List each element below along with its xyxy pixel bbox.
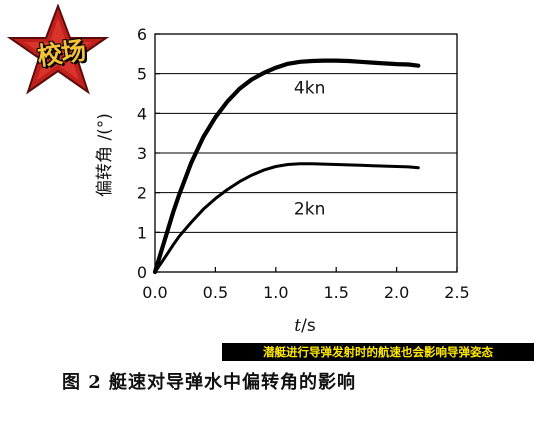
x-tick-label-4: 2.0 [384,283,409,302]
y-tick-label-0: 0 [137,263,147,282]
x-axis-label: t/s [294,316,316,336]
x-tick-label-2: 1.0 [263,283,288,302]
series-lines [152,58,421,275]
series-label-2kn: 2kn [294,199,325,219]
x-axis-label-variable: t [294,316,301,336]
y-tick-label-6: 6 [137,25,147,44]
figure-caption: 图 2 艇速对导弹水中偏转角的影响 [62,372,357,393]
x-tick-label-5: 2.5 [444,283,469,302]
series-labels: 4kn 2kn [294,79,325,220]
y-tick-label-4: 4 [137,104,147,123]
y-tick-label-3: 3 [137,144,147,163]
grid-lines [155,33,457,233]
x-tick-label-0: 0.0 [142,283,167,302]
x-tick-label-3: 1.5 [323,283,348,302]
ticks: 0 1 2 3 4 5 6 0.0 0.5 1.0 1.5 2.0 2.5 [137,25,470,302]
note-banner: 潜艇进行导弹发射时的航速也会影响导弹姿态 [222,343,534,361]
red-star-icon [6,3,110,95]
series-line-2kn [153,162,420,274]
series-label-4kn: 4kn [294,79,325,99]
watermark-logo: 校场 [6,3,110,96]
y-tick-label-5: 5 [137,65,147,84]
series-line-4kn [152,58,421,275]
y-axis-label: 偏转角 /(°) [95,113,115,197]
x-tick-label-1: 0.5 [203,283,228,302]
y-tick-label-2: 2 [137,184,147,203]
x-axis-label-unit: /s [301,316,316,336]
y-tick-label-1: 1 [137,223,147,242]
